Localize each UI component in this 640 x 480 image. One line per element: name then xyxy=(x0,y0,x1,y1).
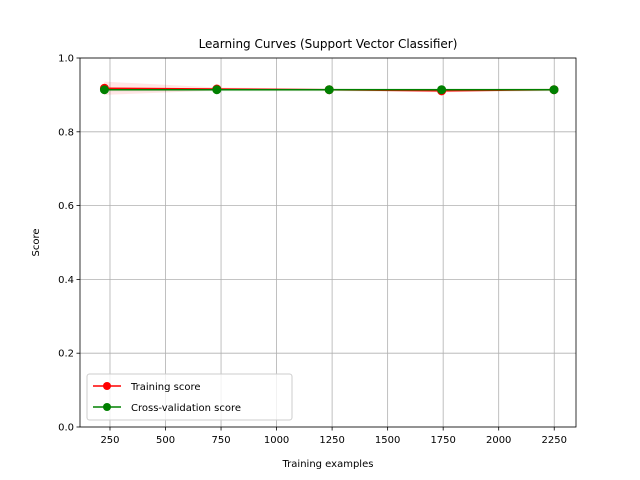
series-1-point xyxy=(437,85,447,95)
series-1-point xyxy=(99,85,109,95)
x-axis-label: Training examples xyxy=(282,459,374,470)
y-tick-label: 0.6 xyxy=(58,201,74,212)
axis-ticks: 250 500 750 1000 1250 1500 1750 2000 2250 0.0 0.2 0… xyxy=(58,54,567,447)
y-tick-label: 0.4 xyxy=(58,275,74,286)
x-tick-label: 2250 xyxy=(542,435,567,446)
x-tick-label: 1500 xyxy=(375,435,400,446)
series-1-point xyxy=(549,85,559,95)
legend-label: Training score xyxy=(130,382,201,393)
plot-frame xyxy=(79,57,577,428)
chart-title: Learning Curves (Support Vector Classifi… xyxy=(199,37,458,51)
x-tick-label: 750 xyxy=(212,435,231,446)
series-1-point xyxy=(212,85,222,95)
x-tick-label: 1750 xyxy=(430,435,455,446)
legend-label: Cross-validation score xyxy=(131,403,241,414)
legend-swatch-marker xyxy=(103,382,111,390)
x-tick-label: 2000 xyxy=(486,435,511,446)
y-tick-label: 0.0 xyxy=(58,423,74,434)
x-tick-label: 1250 xyxy=(319,435,344,446)
y-tick-label: 0.2 xyxy=(58,349,74,360)
series-1-point xyxy=(324,85,334,95)
x-tick-label: 500 xyxy=(156,435,175,446)
legend-swatch-marker xyxy=(103,403,111,411)
x-tick-label: 250 xyxy=(100,435,119,446)
series xyxy=(99,83,559,96)
y-tick-label: 1.0 xyxy=(58,54,74,65)
y-tick-label: 0.8 xyxy=(58,127,74,138)
legend-box xyxy=(86,373,293,421)
x-tick-label: 1000 xyxy=(264,435,289,446)
y-axis-label: Score xyxy=(31,228,42,256)
legend: Training score Cross-validation score xyxy=(86,373,293,421)
